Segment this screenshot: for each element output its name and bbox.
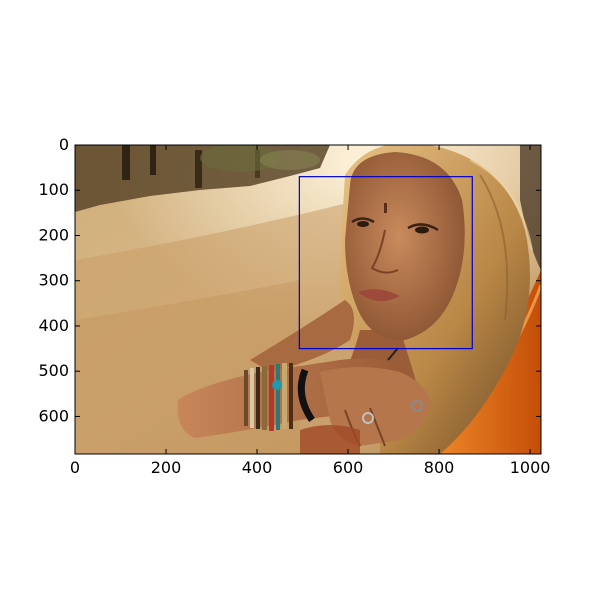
x-tick-label: 400 (242, 458, 273, 477)
x-tick-label: 200 (151, 458, 182, 477)
plot-frame (74, 144, 542, 455)
bracelets (244, 363, 315, 431)
y-axis: 0 100 200 300 400 500 600 (38, 135, 541, 425)
x-tick-label: 600 (333, 458, 364, 477)
x-tick-label: 800 (424, 458, 455, 477)
y-tick-label: 600 (38, 406, 69, 425)
face (345, 152, 465, 341)
hand (320, 347, 430, 447)
y-tick-label: 300 (38, 271, 69, 290)
y-tick-label: 400 (38, 316, 69, 335)
y-tick-label: 200 (38, 225, 69, 244)
y-tick-label: 500 (38, 361, 69, 380)
photo (75, 145, 541, 454)
bounding-box (298, 176, 473, 350)
x-tick-label: 0 (70, 458, 80, 477)
x-tick-label: 1000 (510, 458, 551, 477)
y-tick-label: 100 (38, 180, 69, 199)
x-axis: 0 200 400 600 800 1000 (70, 145, 551, 477)
y-tick-label: 0 (59, 135, 69, 154)
trees (75, 145, 330, 212)
